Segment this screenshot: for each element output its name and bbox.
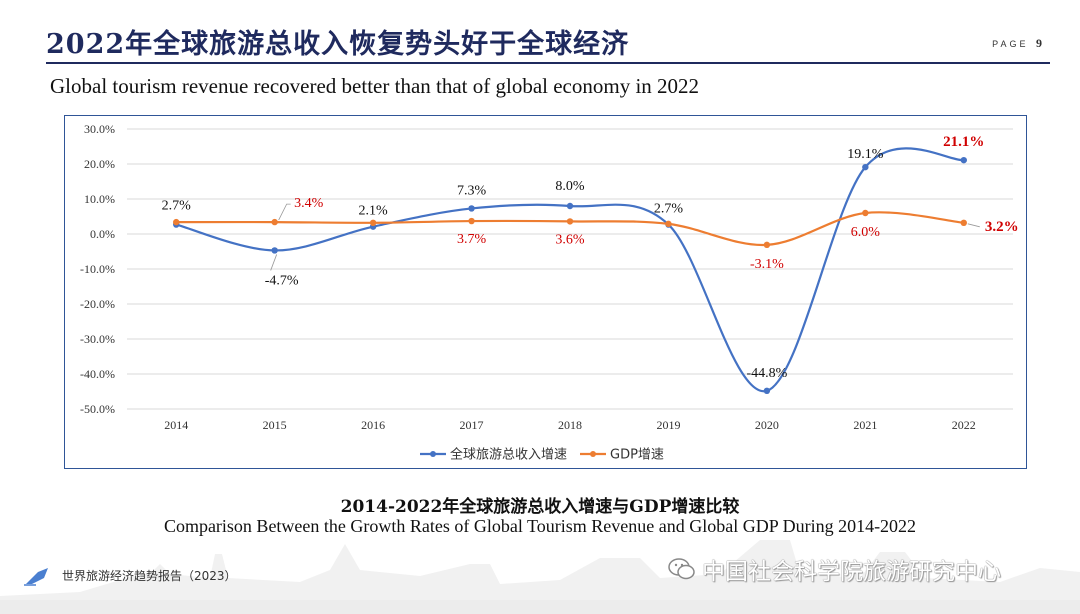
legend-marker-gdp xyxy=(590,451,596,457)
data-label-tourism: 7.3% xyxy=(457,183,487,198)
data-label-tourism: 8.0% xyxy=(555,179,585,194)
data-label-tourism: 2.7% xyxy=(162,199,192,214)
data-label-gdp: -3.1% xyxy=(750,257,784,272)
footer-report-title: 世界旅游经济趋势报告（2023） xyxy=(62,569,237,583)
data-point-gdp xyxy=(960,219,967,226)
line-chart: 30.0% 20.0% 10.0% 0.0% -10.0% -20.0% -30.0% -40… xyxy=(80,122,1019,463)
data-point-gdp xyxy=(271,218,278,226)
x-tick-label: 2022 xyxy=(952,418,976,432)
watermark: 中国社会科学院旅游研究中心 xyxy=(668,552,1001,586)
y-tick-label: -40.0% xyxy=(80,367,115,381)
y-tick-label: 20.0% xyxy=(84,157,115,171)
data-point-gdp xyxy=(468,217,475,225)
x-tick-label: 2020 xyxy=(755,418,779,432)
data-point-tourism xyxy=(468,205,475,212)
data-point-tourism xyxy=(271,247,278,254)
leader-line xyxy=(967,223,980,228)
data-point-gdp xyxy=(763,241,771,249)
y-tick-label: -20.0% xyxy=(80,297,115,311)
x-tick-label: 2019 xyxy=(656,418,680,432)
data-label-gdp: 3.6% xyxy=(555,232,585,247)
data-point-gdp xyxy=(173,218,180,226)
caption-english: Comparison Between the Growth Rates of G… xyxy=(163,516,917,536)
leader-line xyxy=(278,203,291,221)
legend-label-tourism: 全球旅游总收入增速 xyxy=(450,447,567,463)
watermark-text: 中国社会科学院旅游研究中心 xyxy=(702,559,1001,585)
data-point-tourism xyxy=(960,156,967,164)
y-tick-label: -10.0% xyxy=(80,262,115,276)
chart-subtitle: Global tourism revenue recovered better … xyxy=(50,74,700,98)
page-number: PAGE 9 xyxy=(992,36,1042,50)
data-point-tourism xyxy=(763,387,771,394)
data-point-gdp xyxy=(665,220,672,228)
data-label-tourism: 19.1% xyxy=(847,147,884,162)
data-label-gdp: 3.7% xyxy=(457,232,487,247)
data-point-gdp xyxy=(566,218,574,225)
chart-frame: 30.0% 20.0% 10.0% 0.0% -10.0% -20.0% -30.0% -40… xyxy=(64,115,1027,469)
series-line-tourism xyxy=(175,147,964,392)
pen-nib-icon xyxy=(24,568,48,586)
wechat-icon xyxy=(668,558,695,580)
data-label-gdp: 6.0% xyxy=(851,225,881,240)
data-label-tourism: -4.7% xyxy=(265,273,299,288)
x-tick-label: 2018 xyxy=(558,418,582,432)
legend-marker-tourism xyxy=(430,451,436,457)
data-label-tourism: 21.1% xyxy=(943,134,984,150)
skyline-background xyxy=(0,540,1080,614)
x-tick-label: 2016 xyxy=(361,418,385,432)
data-label-tourism: 2.7% xyxy=(654,202,684,217)
legend-label-gdp: GDP增速 xyxy=(610,448,664,463)
data-label-gdp: 3.4% xyxy=(294,196,324,211)
y-tick-label: 30.0% xyxy=(84,122,115,136)
x-tick-label: 2021 xyxy=(853,418,877,432)
x-tick-label: 2017 xyxy=(460,418,484,432)
x-tick-label: 2014 xyxy=(164,418,188,432)
data-point-gdp xyxy=(369,219,377,226)
data-label-tourism: -44.8% xyxy=(746,366,787,381)
y-tick-label: 10.0% xyxy=(84,192,115,206)
data-point-tourism xyxy=(566,202,574,210)
data-point-gdp xyxy=(862,209,869,217)
y-tick-label: 0.0% xyxy=(90,227,115,241)
data-point-tourism xyxy=(862,163,869,171)
caption-chinese: 2014-2022年全球旅游总收入增速与GDP增速比较 xyxy=(340,497,740,517)
page-title: 2022年全球旅游总收入恢复势头好于全球经济 xyxy=(46,29,630,60)
y-tick-label: -30.0% xyxy=(80,332,115,346)
series-line-gdp xyxy=(176,211,964,246)
data-label-gdp: 3.2% xyxy=(985,219,1019,235)
leader-line xyxy=(270,254,278,271)
y-tick-label: -50.0% xyxy=(80,402,115,416)
x-tick-label: 2015 xyxy=(263,418,287,432)
data-label-tourism: 2.1% xyxy=(359,204,389,219)
header-divider xyxy=(46,62,1050,64)
